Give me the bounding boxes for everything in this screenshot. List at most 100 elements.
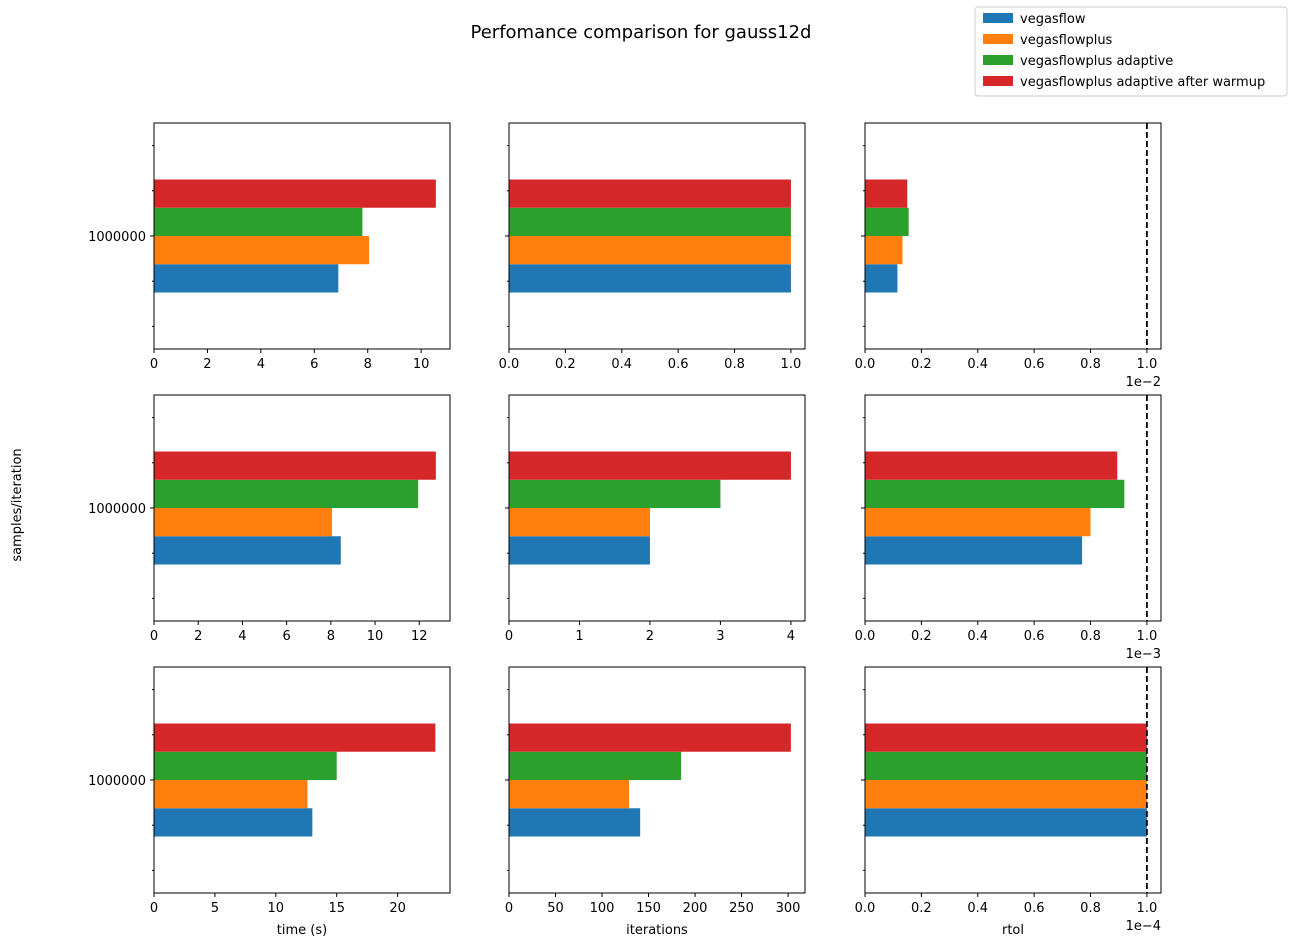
legend: vegasflow vegasflowplus vegasflowplus adap…: [974, 6, 1288, 97]
x-tick-label: 15: [328, 901, 345, 916]
bar-vegasflowplus-adaptive-after-warmup: [865, 179, 908, 208]
bar-vegasflowplus-adaptive-after-warmup: [509, 451, 791, 480]
panel-3-2: 0 50 100 150 200 250 300 iterations: [505, 666, 806, 938]
panel-2-2: 0 1 2 3 4: [505, 394, 806, 644]
x-tick-label: 5: [211, 901, 219, 916]
x-tick-label: 300: [776, 901, 801, 916]
x-offset-label: 1e−4: [1126, 919, 1161, 934]
bar-vegasflowplus-adaptive: [865, 207, 909, 236]
bar-vegasflowplus-adaptive: [154, 751, 337, 780]
bar-vegasflowplus: [509, 780, 629, 809]
bar-vegasflowplus-adaptive: [865, 751, 1147, 780]
x-tick-label: 0.8: [1080, 357, 1101, 372]
bar-vegasflowplus-adaptive: [509, 207, 791, 236]
x-tick-label: 0: [505, 901, 513, 916]
x-tick-label: 12: [411, 629, 428, 644]
bar-vegasflowplus-adaptive: [509, 479, 721, 508]
bar-vegasflowplus: [509, 236, 791, 265]
panel-1-3: 0.0 0.2 0.4 0.6 0.8 1.0 1e−2: [855, 122, 1162, 390]
x-tick-label: 0: [150, 629, 158, 644]
panel-1-1: 0 2 4 6 8 10 1000000: [88, 122, 451, 372]
legend-frame: [974, 6, 1288, 97]
bar-vegasflow: [154, 536, 341, 565]
figure-title: Perfomance comparison for gauss12d: [471, 22, 812, 43]
x-tick-label: 1.0: [781, 357, 802, 372]
bar-vegasflow: [509, 264, 791, 293]
panel-3-1: 0 5 10 15 20 1000000 time (s): [88, 666, 451, 938]
y-tick-label: 1000000: [88, 502, 146, 517]
figure-ylabel: samples/iteration: [10, 448, 25, 561]
x-tick-label: 0.6: [1024, 901, 1045, 916]
panel-2-1: 0 2 4 6 8 10 12 1000000: [88, 394, 451, 644]
x-tick-label: 0.4: [967, 901, 988, 916]
bar-vegasflowplus: [154, 780, 308, 809]
bar-vegasflow: [154, 264, 339, 293]
x-tick-label: 6: [282, 629, 290, 644]
x-tick-label: 3: [716, 629, 724, 644]
bar-vegasflowplus-adaptive-after-warmup: [865, 723, 1147, 752]
panel-2-3: 0.0 0.2 0.4 0.6 0.8 1.0 1e−3: [855, 394, 1162, 662]
bar-vegasflowplus-adaptive-after-warmup: [154, 451, 436, 480]
bar-vegasflowplus-adaptive: [154, 479, 419, 508]
x-tick-label: 100: [590, 901, 615, 916]
legend-swatch-vegasflowplus-adaptive: [983, 55, 1013, 65]
x-tick-label: 0.2: [911, 629, 932, 644]
x-tick-label: 0: [150, 901, 158, 916]
axes-frame: [864, 122, 1162, 350]
x-tick-label: 0.6: [1024, 357, 1045, 372]
x-tick-label: 0.8: [1080, 901, 1101, 916]
bar-vegasflowplus: [509, 508, 650, 537]
x-axis-label: rtol: [1002, 923, 1024, 938]
bar-vegasflow: [865, 808, 1147, 837]
x-tick-label: 50: [547, 901, 564, 916]
y-tick-label: 1000000: [88, 774, 146, 789]
x-tick-label: 4: [238, 629, 246, 644]
x-tick-label: 2: [203, 357, 211, 372]
x-tick-label: 200: [683, 901, 708, 916]
x-tick-label: 0.2: [911, 357, 932, 372]
x-tick-label: 0.2: [555, 357, 576, 372]
x-tick-label: 2: [646, 629, 654, 644]
x-tick-label: 1.0: [1137, 901, 1158, 916]
x-tick-label: 2: [194, 629, 202, 644]
x-tick-label: 250: [729, 901, 754, 916]
x-tick-label: 0.6: [1024, 629, 1045, 644]
bar-vegasflowplus: [154, 236, 370, 265]
x-tick-label: 4: [787, 629, 795, 644]
bar-vegasflow: [865, 536, 1083, 565]
x-tick-label: 0.0: [855, 629, 876, 644]
x-tick-label: 0.8: [1080, 629, 1101, 644]
x-tick-label: 0.0: [855, 901, 876, 916]
bar-vegasflowplus: [865, 780, 1147, 809]
x-tick-label: 0.6: [668, 357, 689, 372]
x-tick-label: 8: [327, 629, 335, 644]
x-tick-label: 0.4: [967, 629, 988, 644]
x-tick-label: 150: [636, 901, 661, 916]
x-tick-label: 1.0: [1137, 629, 1158, 644]
x-tick-label: 10: [413, 357, 430, 372]
legend-swatch-vegasflowplus-adaptive-after-warmup: [983, 76, 1013, 86]
x-tick-label: 0: [505, 629, 513, 644]
legend-label-vegasflowplus-adaptive: vegasflowplus adaptive: [1020, 54, 1173, 69]
bar-vegasflowplus-adaptive-after-warmup: [154, 179, 436, 208]
x-tick-label: 20: [389, 901, 406, 916]
bar-vegasflow: [865, 264, 898, 293]
x-tick-label: 10: [268, 901, 285, 916]
bar-vegasflowplus-adaptive: [509, 751, 682, 780]
bar-vegasflowplus-adaptive-after-warmup: [509, 179, 791, 208]
panel-3-3: 0.0 0.2 0.4 0.6 0.8 1.0 1e−4 rtol: [855, 666, 1162, 938]
x-tick-label: 0.0: [855, 357, 876, 372]
x-tick-label: 0.2: [911, 901, 932, 916]
x-tick-label: 0.4: [611, 357, 632, 372]
bar-vegasflowplus-adaptive: [154, 207, 363, 236]
legend-label-vegasflowplus: vegasflowplus: [1020, 33, 1113, 48]
x-tick-label: 0: [150, 357, 158, 372]
x-tick-label: 0.4: [967, 357, 988, 372]
bar-vegasflowplus-adaptive-after-warmup: [865, 451, 1118, 480]
x-tick-label: 1.0: [1137, 357, 1158, 372]
x-axis-label: time (s): [277, 923, 327, 938]
legend-swatch-vegasflowplus: [983, 34, 1013, 44]
legend-label-vegasflowplus-adaptive-after-warmup: vegasflowplus adaptive after warmup: [1020, 75, 1265, 90]
